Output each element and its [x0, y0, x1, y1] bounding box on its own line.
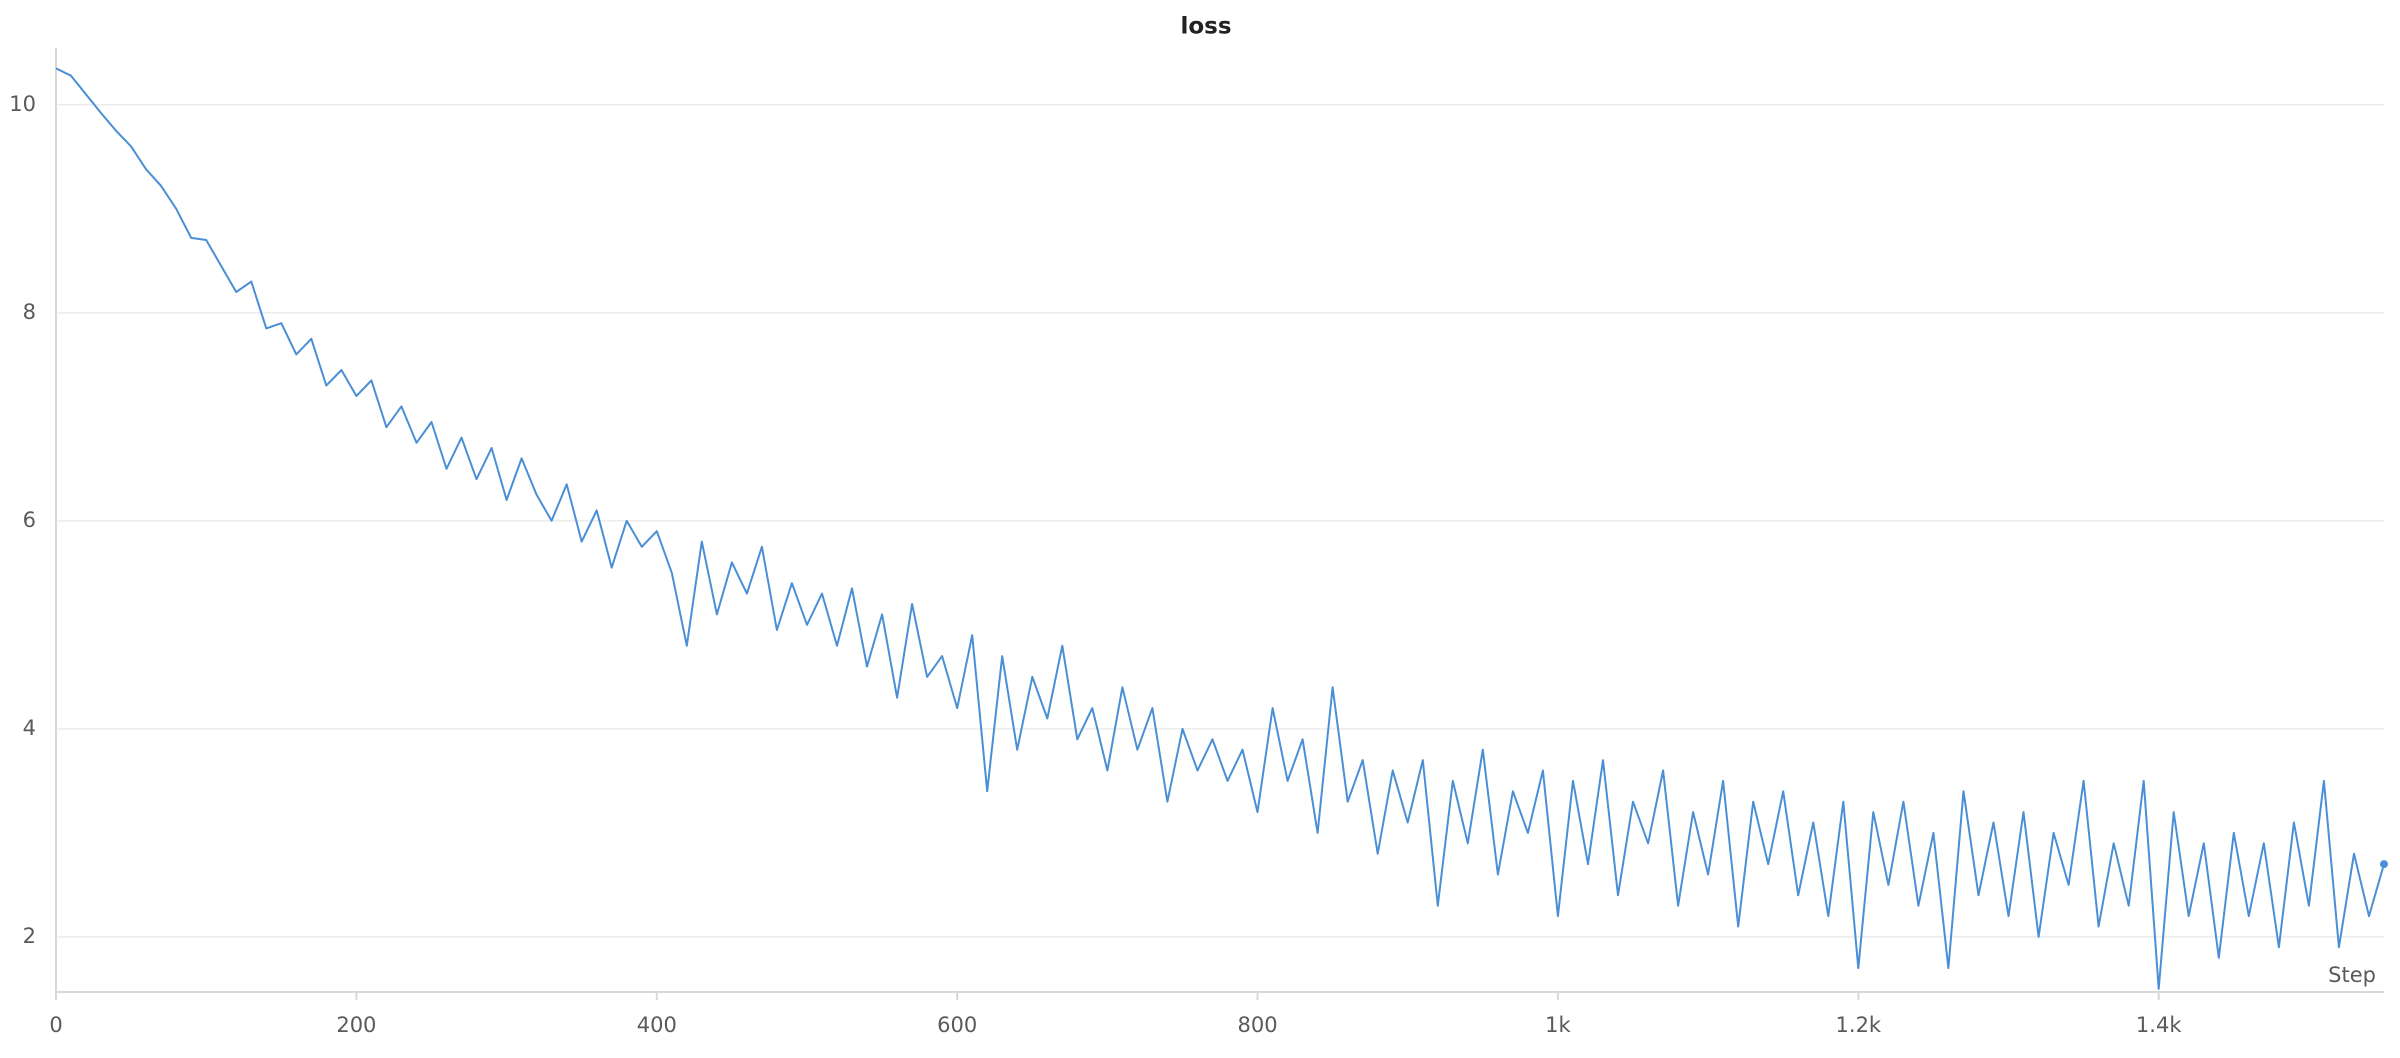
x-tick-label: 1.4k	[2136, 1013, 2182, 1037]
x-tick-label: 200	[336, 1013, 376, 1037]
y-tick-label: 10	[9, 92, 36, 116]
y-tick-label: 4	[23, 716, 36, 740]
y-tick-label: 2	[23, 924, 36, 948]
x-tick-label: 1.2k	[1836, 1013, 1882, 1037]
x-tick-label: 600	[937, 1013, 977, 1037]
chart-title: loss	[1180, 14, 1231, 40]
end-point	[2380, 860, 2388, 869]
x-tick-label: 1k	[1545, 1013, 1571, 1037]
loss-line	[55, 67, 2385, 990]
y-tick-label: 6	[23, 508, 36, 532]
y-tick-label: 8	[23, 300, 36, 324]
x-tick-label: 800	[1238, 1013, 1278, 1037]
x-tick-label: 400	[637, 1013, 677, 1037]
x-axis-label: Step	[2328, 963, 2376, 987]
x-tick-label: 0	[49, 1013, 62, 1037]
